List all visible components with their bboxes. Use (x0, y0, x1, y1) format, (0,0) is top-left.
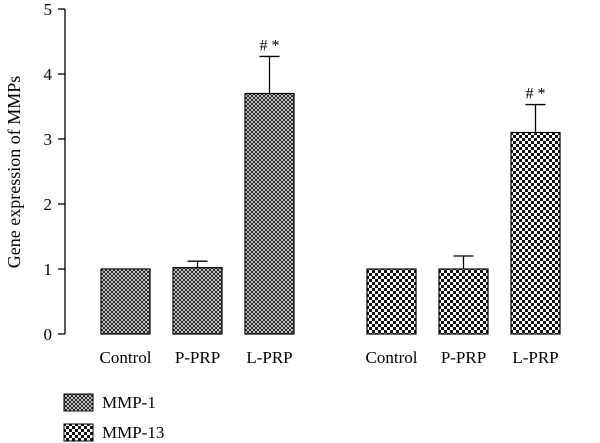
y-tick-label: 2 (44, 195, 53, 214)
category-label: P-PRP (175, 348, 220, 367)
legend-label: MMP-1 (102, 393, 156, 412)
y-tick-label: 0 (44, 325, 53, 344)
category-label: L-PRP (246, 348, 292, 367)
bars-layer: # * # * (100, 37, 561, 335)
bar-mmp-13-l-prp (510, 131, 561, 335)
category-label: Control (366, 348, 418, 367)
bar-mmp-1-control (100, 268, 151, 335)
bar-mmp-1-p-prp (172, 267, 223, 335)
category-labels: Control P-PRP L-PRP Control P-PRP L-PRP (100, 348, 559, 367)
significance-label: # * (526, 86, 546, 103)
legend-swatch-mmp-13 (63, 423, 94, 442)
y-tick-label: 1 (44, 260, 53, 279)
bar-mmp-1-l-prp (244, 92, 295, 335)
category-label: P-PRP (441, 348, 486, 367)
legend-swatch-mmp-1 (63, 393, 94, 412)
y-axis-title: Gene expression of MMPs (4, 76, 24, 268)
bar-mmp-13-control (366, 268, 417, 335)
y-tick-label: 5 (44, 0, 53, 19)
y-tick-label: 3 (44, 130, 53, 149)
legend-label: MMP-13 (102, 423, 164, 442)
category-label: L-PRP (512, 348, 558, 367)
category-label: Control (100, 348, 152, 367)
y-tick-label: 4 (44, 65, 53, 84)
significance-label: # * (260, 37, 280, 54)
legend: MMP-1 MMP-13 (63, 393, 164, 442)
y-axis: 0 1 2 3 4 5 (44, 0, 66, 344)
bar-mmp-13-p-prp (438, 268, 489, 335)
